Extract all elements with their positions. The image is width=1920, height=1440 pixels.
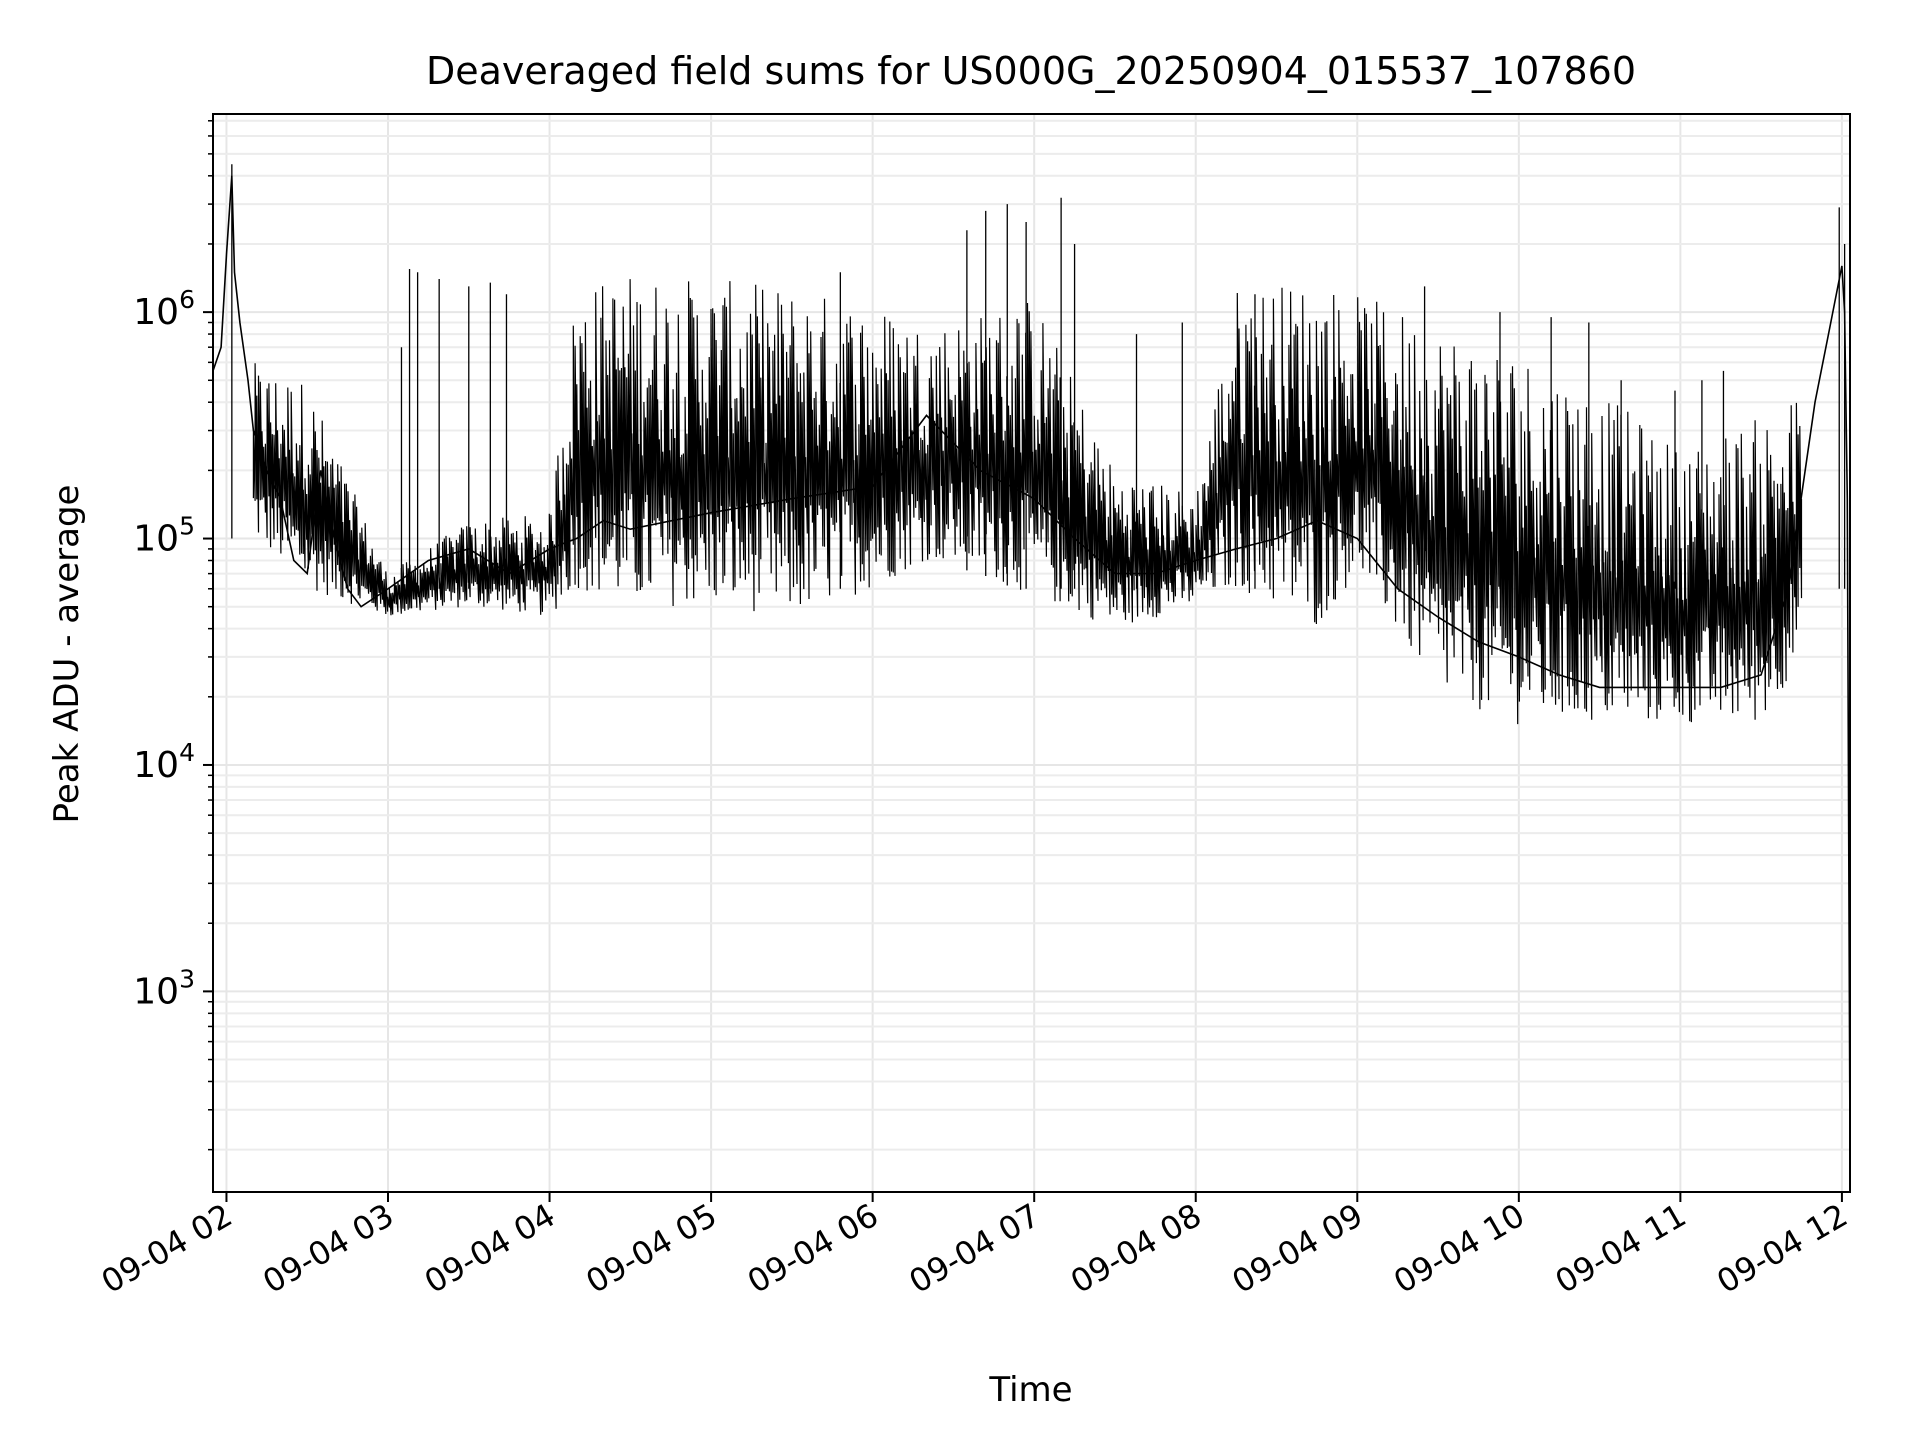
series-line — [212, 175, 1851, 1150]
y-tick-label: 104 — [133, 738, 195, 786]
grid — [213, 114, 1850, 1192]
y-tick-label: 105 — [133, 512, 195, 560]
chart-title: Deaveraged field sums for US000G_2025090… — [426, 49, 1636, 93]
y-tick-label: 103 — [133, 964, 195, 1012]
y-tick-exponent: 5 — [179, 512, 195, 541]
plot-frame — [212, 113, 1851, 1193]
y-tick-base: 10 — [133, 971, 179, 1012]
y-tick-exponent: 4 — [179, 738, 195, 767]
y-tick-base: 10 — [133, 745, 179, 786]
x-axis-label: Time — [988, 1370, 1072, 1410]
y-tick-label: 106 — [133, 285, 195, 333]
y-tick-exponent: 3 — [179, 964, 195, 993]
y-tick-exponent: 6 — [179, 285, 195, 314]
y-tick-base: 10 — [133, 519, 179, 560]
y-axis-label: Peak ADU - average — [47, 485, 87, 824]
data-layer — [212, 164, 1851, 1150]
y-tick-base: 10 — [133, 292, 179, 333]
